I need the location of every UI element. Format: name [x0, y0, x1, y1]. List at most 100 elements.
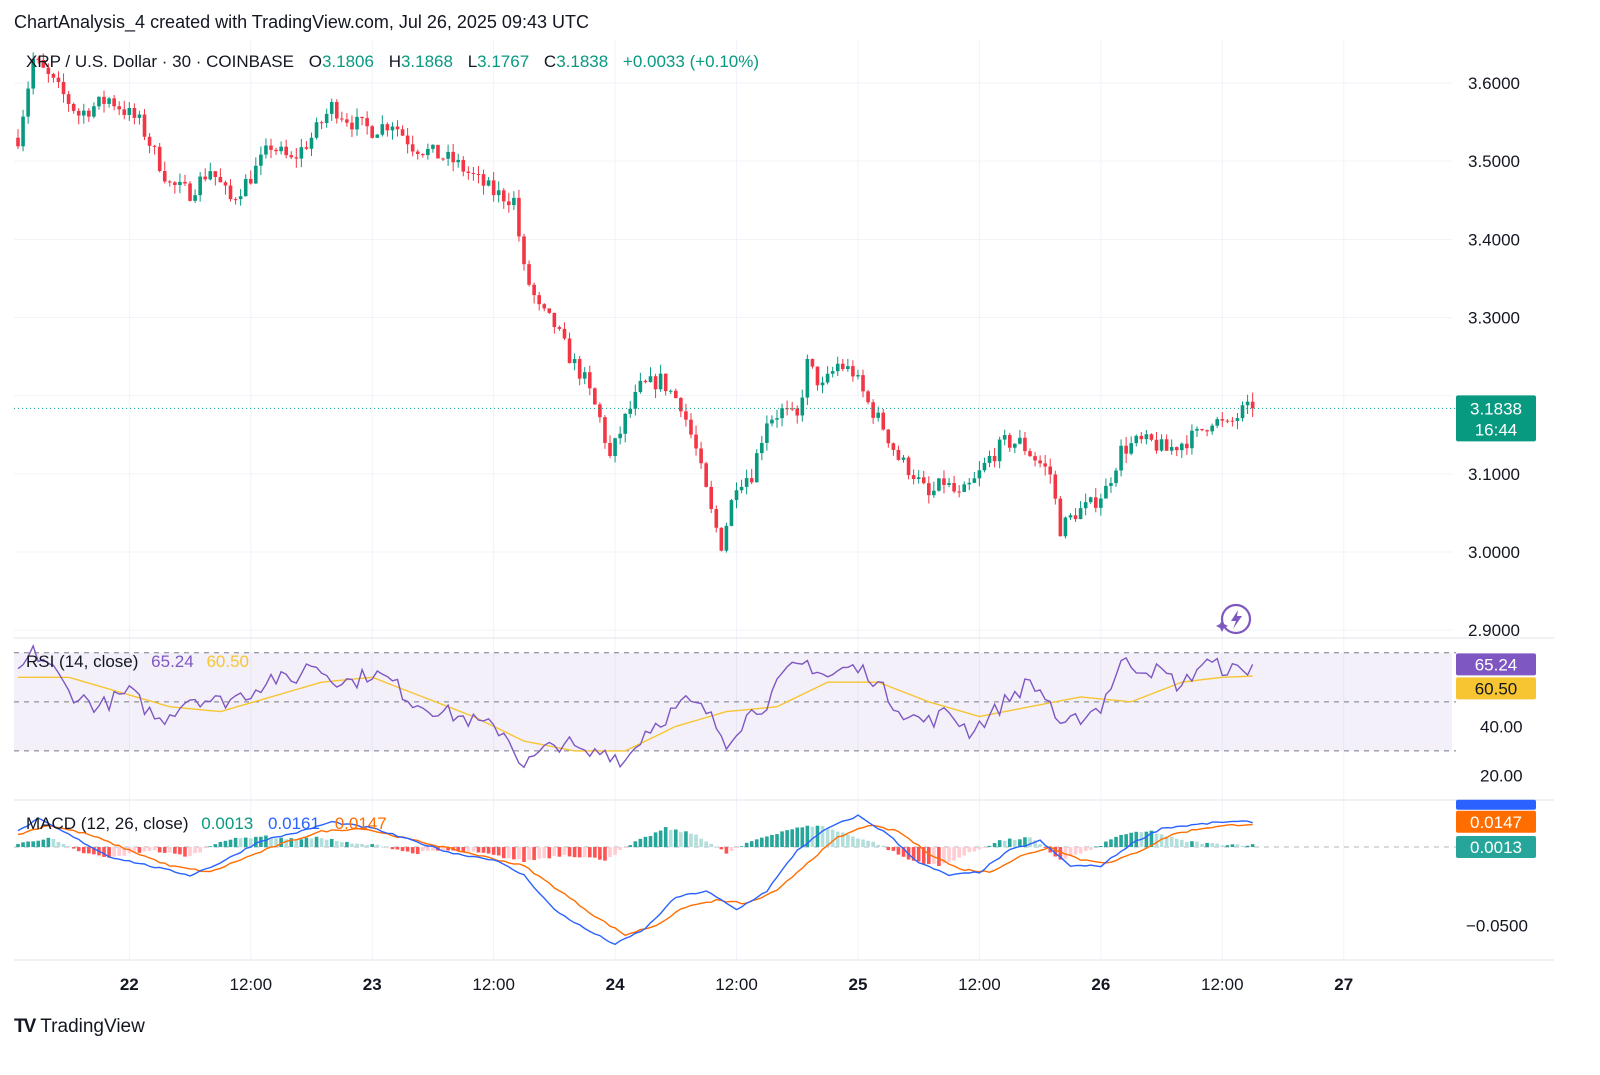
candle[interactable]	[76, 108, 81, 125]
candle[interactable]	[365, 111, 369, 135]
candle[interactable]	[790, 401, 794, 412]
candle[interactable]	[851, 360, 855, 382]
candle[interactable]	[749, 468, 754, 485]
candle[interactable]	[1119, 439, 1123, 477]
candle[interactable]	[603, 415, 607, 449]
candle[interactable]	[1240, 401, 1245, 422]
candle[interactable]	[1149, 433, 1154, 442]
candle[interactable]	[87, 108, 91, 122]
candle[interactable]	[31, 52, 35, 95]
candle[interactable]	[775, 409, 779, 428]
candle[interactable]	[942, 470, 946, 494]
candle[interactable]	[830, 366, 835, 378]
candle[interactable]	[405, 128, 410, 154]
candle[interactable]	[532, 282, 536, 304]
candle[interactable]	[1093, 488, 1098, 513]
candle[interactable]	[456, 153, 461, 168]
candle[interactable]	[1023, 431, 1027, 456]
candle[interactable]	[795, 405, 800, 424]
candle[interactable]	[127, 102, 132, 121]
candle[interactable]	[21, 109, 25, 152]
candle[interactable]	[972, 471, 977, 484]
candle[interactable]	[780, 403, 784, 427]
candle[interactable]	[71, 102, 76, 114]
candle[interactable]	[754, 449, 759, 483]
tradingview-brand[interactable]: TV TradingView	[14, 1016, 145, 1038]
candle[interactable]	[324, 108, 329, 128]
candle[interactable]	[734, 482, 739, 509]
candle[interactable]	[466, 166, 471, 180]
candle[interactable]	[1073, 508, 1078, 522]
symbol-label[interactable]: XRP / U.S. Dollar · 30 · COINBASE	[26, 52, 294, 71]
candle[interactable]	[56, 71, 61, 89]
candle[interactable]	[446, 144, 450, 166]
candle[interactable]	[254, 157, 258, 184]
candle[interactable]	[785, 400, 789, 416]
candle[interactable]	[871, 399, 875, 424]
candle[interactable]	[512, 191, 516, 211]
candle[interactable]	[355, 108, 359, 136]
candle[interactable]	[193, 189, 197, 204]
candle[interactable]	[598, 402, 602, 423]
candle[interactable]	[947, 477, 951, 488]
candle[interactable]	[1235, 412, 1240, 430]
candle[interactable]	[1205, 429, 1209, 437]
candle[interactable]	[370, 124, 374, 139]
candle[interactable]	[547, 308, 552, 315]
candle[interactable]	[1230, 416, 1235, 427]
candle[interactable]	[168, 180, 172, 187]
candle[interactable]	[916, 469, 921, 484]
candle[interactable]	[901, 454, 906, 463]
candle[interactable]	[208, 162, 213, 181]
candle[interactable]	[486, 176, 491, 187]
candle[interactable]	[1007, 432, 1012, 452]
candle[interactable]	[704, 461, 708, 488]
candle[interactable]	[248, 170, 253, 185]
candle[interactable]	[658, 364, 663, 392]
candle[interactable]	[876, 406, 880, 422]
macd-signal-line[interactable]	[17, 823, 1253, 937]
candle[interactable]	[719, 527, 724, 552]
candle[interactable]	[1195, 426, 1199, 437]
candle[interactable]	[906, 455, 911, 480]
candle[interactable]	[188, 181, 192, 202]
candle[interactable]	[1154, 431, 1159, 454]
candle[interactable]	[881, 408, 886, 431]
candle[interactable]	[385, 122, 390, 137]
candle[interactable]	[395, 120, 400, 137]
candle[interactable]	[608, 435, 612, 459]
flash-icon[interactable]	[1216, 603, 1252, 635]
candle[interactable]	[997, 436, 1002, 469]
macd-line[interactable]	[17, 814, 1253, 946]
candle[interactable]	[517, 189, 521, 242]
candle[interactable]	[668, 389, 673, 395]
candle[interactable]	[471, 167, 476, 181]
candle[interactable]	[684, 403, 688, 427]
candle[interactable]	[699, 441, 703, 469]
candle[interactable]	[694, 425, 698, 456]
candle[interactable]	[1180, 442, 1184, 458]
candle[interactable]	[992, 447, 997, 468]
chart-frame[interactable]: 3.1838 16:44 3.6000 3.5000 3.4000 3.3000 3.100…	[14, 40, 1554, 1028]
candle[interactable]	[26, 81, 30, 124]
candle[interactable]	[643, 379, 648, 384]
macd-name[interactable]: MACD (12, 26, close)	[26, 814, 189, 833]
candle[interactable]	[259, 146, 263, 176]
candle[interactable]	[1048, 458, 1053, 484]
candle[interactable]	[952, 475, 956, 494]
candle[interactable]	[815, 366, 820, 391]
candle[interactable]	[714, 505, 719, 533]
candle[interactable]	[825, 366, 830, 385]
candle[interactable]	[274, 147, 278, 155]
candle[interactable]	[16, 129, 20, 150]
candle[interactable]	[1083, 493, 1088, 516]
candle[interactable]	[36, 56, 41, 64]
candle[interactable]	[426, 143, 430, 160]
candle[interactable]	[284, 139, 288, 159]
candle[interactable]	[178, 173, 182, 194]
candle[interactable]	[1134, 434, 1139, 447]
candle[interactable]	[228, 179, 233, 202]
candle[interactable]	[522, 233, 526, 271]
candle[interactable]	[1053, 470, 1058, 505]
candle[interactable]	[481, 169, 486, 195]
